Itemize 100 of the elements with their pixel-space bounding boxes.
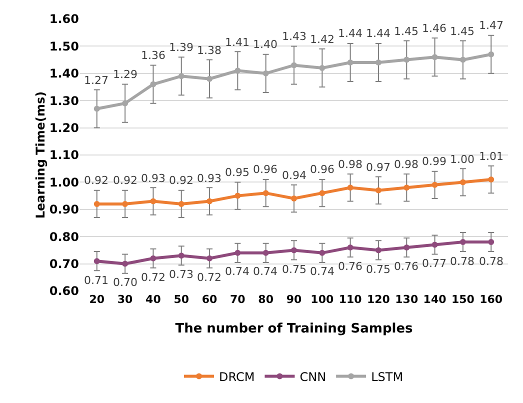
point (206, 76, 213, 82)
data-label: 1.38 (197, 44, 222, 57)
data-label: 0.93 (197, 172, 222, 185)
data-label: 0.74 (225, 265, 250, 278)
point (122, 100, 128, 106)
x-tick-label: 120 (366, 293, 390, 306)
data-label: 1.27 (84, 74, 108, 87)
point (178, 73, 184, 80)
point (94, 200, 100, 207)
x-tick-label: 110 (338, 293, 362, 306)
data-label: 0.75 (282, 263, 306, 276)
data-label: 1.00 (450, 153, 474, 166)
point (206, 198, 213, 204)
y-tick-label: 1.10 (49, 148, 79, 162)
data-label: 1.29 (113, 68, 138, 81)
point (404, 244, 410, 250)
data-label: 0.77 (422, 257, 446, 270)
y-tick-label: 1.40 (49, 66, 79, 81)
x-tick-label: 40 (146, 293, 162, 306)
point (262, 250, 269, 256)
data-label: 0.74 (310, 265, 334, 278)
point (262, 190, 269, 196)
point (432, 54, 438, 60)
y-tick-label: 1.00 (49, 175, 79, 190)
point (488, 239, 494, 246)
point (488, 51, 494, 58)
data-label: 0.96 (310, 163, 334, 176)
data-label: 1.45 (450, 25, 474, 38)
y-tick-label: 0.80 (49, 230, 79, 244)
data-label: 1.42 (310, 33, 334, 46)
data-label: 1.01 (479, 150, 504, 163)
data-label: 1.43 (282, 30, 306, 43)
data-label: 1.45 (394, 25, 418, 38)
x-tick-label: 140 (423, 293, 447, 306)
data-label: 0.99 (422, 155, 446, 168)
point (262, 70, 269, 76)
data-label: 0.97 (366, 161, 390, 174)
data-label: 1.47 (479, 19, 504, 32)
point (347, 244, 354, 250)
point (432, 242, 438, 248)
x-tick-label: 80 (258, 293, 274, 306)
data-label: 0.71 (84, 274, 108, 287)
data-label: 0.98 (394, 158, 418, 171)
x-tick-label: 70 (230, 293, 246, 306)
y-tick-label: 1.30 (49, 94, 79, 108)
y-tick-label: 0.90 (49, 202, 79, 217)
legend-label: CNN (300, 370, 326, 384)
x-tick-label: 100 (310, 293, 334, 306)
x-tick-label: 160 (480, 293, 503, 306)
point (404, 56, 410, 63)
data-label: 0.75 (366, 263, 390, 276)
point (122, 200, 128, 207)
point (206, 255, 213, 262)
point (234, 192, 241, 199)
data-label: 1.41 (225, 36, 250, 49)
point (150, 255, 156, 262)
point (150, 81, 156, 88)
data-label: 0.93 (141, 172, 166, 185)
point (432, 182, 438, 188)
point (150, 198, 156, 204)
point (234, 68, 241, 74)
point (122, 260, 128, 267)
point (178, 252, 184, 259)
point (460, 56, 466, 63)
point (94, 258, 100, 264)
data-label: 0.74 (253, 265, 278, 278)
data-label: 0.92 (169, 174, 194, 187)
point (94, 106, 100, 112)
point (319, 190, 326, 196)
point (375, 247, 382, 254)
y-tick-label: 1.50 (49, 39, 79, 54)
data-label: 0.70 (113, 276, 138, 289)
legend-label: LSTM (371, 370, 404, 384)
y-tick-label: 0.60 (49, 284, 79, 298)
x-tick-label: 30 (117, 293, 134, 306)
data-label: 0.98 (338, 158, 362, 171)
point (319, 250, 326, 256)
data-label: 0.76 (338, 260, 362, 273)
y-tick-label: 1.60 (49, 12, 79, 26)
point (291, 62, 297, 68)
data-label: 0.78 (479, 255, 504, 268)
data-label: 0.72 (141, 271, 166, 284)
y-tick-label: 1.20 (49, 121, 79, 135)
x-tick-label: 130 (395, 293, 418, 306)
data-label: 0.96 (253, 163, 278, 176)
point (460, 239, 466, 246)
point (178, 200, 184, 207)
point (375, 187, 382, 194)
point (347, 184, 354, 191)
point (347, 60, 354, 66)
data-label: 1.36 (141, 49, 166, 62)
legend-label: DRCM (219, 370, 255, 384)
data-label: 0.76 (394, 260, 418, 273)
data-label: 1.40 (253, 38, 278, 51)
point (488, 176, 494, 182)
point (234, 250, 241, 256)
x-tick-label: 20 (89, 293, 105, 306)
y-axis-title: Learning Time(ms) (33, 91, 48, 219)
x-tick-label: 50 (174, 293, 190, 306)
data-label: 0.94 (282, 169, 306, 182)
